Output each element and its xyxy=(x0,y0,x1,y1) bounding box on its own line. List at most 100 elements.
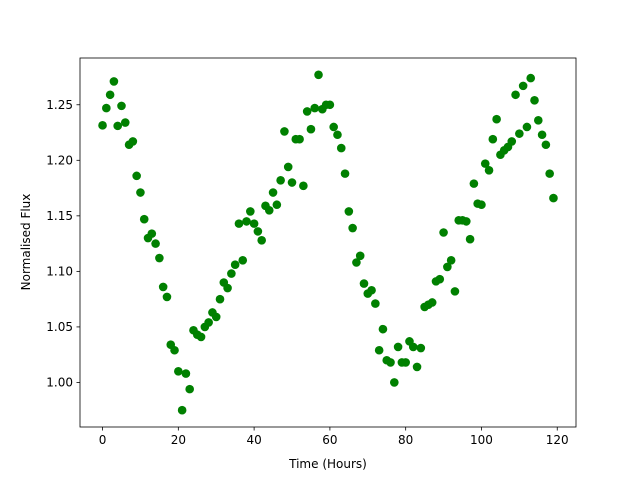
point xyxy=(446,255,456,265)
point xyxy=(515,129,524,138)
point xyxy=(151,239,160,248)
point xyxy=(359,279,369,288)
point xyxy=(310,103,320,113)
point xyxy=(295,134,304,144)
point xyxy=(227,269,236,278)
point xyxy=(336,143,346,153)
point xyxy=(302,107,312,116)
y-tick-label: 1.25 xyxy=(46,98,73,112)
point xyxy=(386,358,395,367)
point xyxy=(390,378,399,387)
point xyxy=(416,343,426,353)
point xyxy=(283,162,293,172)
point xyxy=(276,175,285,185)
plot-frame xyxy=(79,57,577,428)
point xyxy=(378,324,388,334)
point xyxy=(272,200,282,210)
y-tick-label: 1.00 xyxy=(46,375,73,389)
point xyxy=(117,101,126,111)
point xyxy=(526,73,536,83)
point xyxy=(344,207,354,216)
point xyxy=(507,137,517,146)
x-tick-label: 0 xyxy=(99,433,107,447)
point xyxy=(374,345,384,355)
point xyxy=(249,219,259,228)
point xyxy=(462,217,471,226)
point xyxy=(234,219,244,228)
point xyxy=(393,342,403,352)
point xyxy=(352,258,361,267)
point xyxy=(412,362,422,372)
point xyxy=(109,77,119,86)
point xyxy=(264,205,274,215)
point xyxy=(181,369,191,378)
point xyxy=(427,298,437,307)
point xyxy=(215,294,225,304)
point xyxy=(348,223,357,233)
point xyxy=(314,70,323,80)
point xyxy=(439,228,448,237)
point xyxy=(549,193,558,203)
point xyxy=(158,282,168,292)
y-tick-label: 1.15 xyxy=(46,209,73,223)
point xyxy=(120,118,130,127)
point xyxy=(253,227,263,236)
point xyxy=(533,116,543,125)
point xyxy=(136,188,145,197)
point xyxy=(185,384,194,394)
point xyxy=(469,179,479,188)
point xyxy=(340,169,350,178)
point xyxy=(170,345,179,355)
point xyxy=(522,122,532,132)
point xyxy=(287,178,297,187)
point xyxy=(408,342,418,352)
point xyxy=(246,207,255,216)
point xyxy=(511,90,520,100)
point xyxy=(488,134,498,144)
point xyxy=(530,96,539,105)
point xyxy=(162,292,172,302)
point xyxy=(306,124,316,134)
point xyxy=(177,405,187,415)
point xyxy=(147,229,157,238)
point xyxy=(155,253,164,263)
x-tick-label: 120 xyxy=(546,433,569,447)
point xyxy=(230,260,240,270)
point xyxy=(139,214,149,224)
x-axis-label: Time (Hours) xyxy=(288,457,367,471)
point xyxy=(174,367,183,376)
point xyxy=(242,217,251,226)
point xyxy=(480,159,490,168)
point xyxy=(545,169,554,178)
x-tick-label: 60 xyxy=(322,433,337,447)
point xyxy=(211,312,221,322)
point xyxy=(98,121,107,130)
point xyxy=(196,332,206,342)
point xyxy=(465,234,475,244)
x-tick-label: 20 xyxy=(171,433,186,447)
point xyxy=(443,262,452,272)
point xyxy=(257,235,266,245)
y-tick-label: 1.10 xyxy=(46,264,73,278)
point xyxy=(477,200,486,210)
point xyxy=(268,188,278,197)
point xyxy=(484,165,494,175)
point xyxy=(325,100,335,110)
point xyxy=(113,121,123,131)
point xyxy=(537,130,547,140)
point xyxy=(367,285,376,295)
point xyxy=(333,130,342,140)
point xyxy=(204,318,213,327)
point xyxy=(371,299,380,308)
point xyxy=(299,181,308,191)
y-tick-label: 1.05 xyxy=(46,320,73,334)
x-tick-label: 40 xyxy=(246,433,261,447)
x-tick-label: 100 xyxy=(470,433,493,447)
point xyxy=(132,171,141,181)
point xyxy=(541,140,551,150)
point xyxy=(518,81,528,91)
point xyxy=(492,114,501,124)
point xyxy=(223,283,232,293)
y-tick-label: 1.20 xyxy=(46,153,73,167)
point xyxy=(401,358,410,367)
